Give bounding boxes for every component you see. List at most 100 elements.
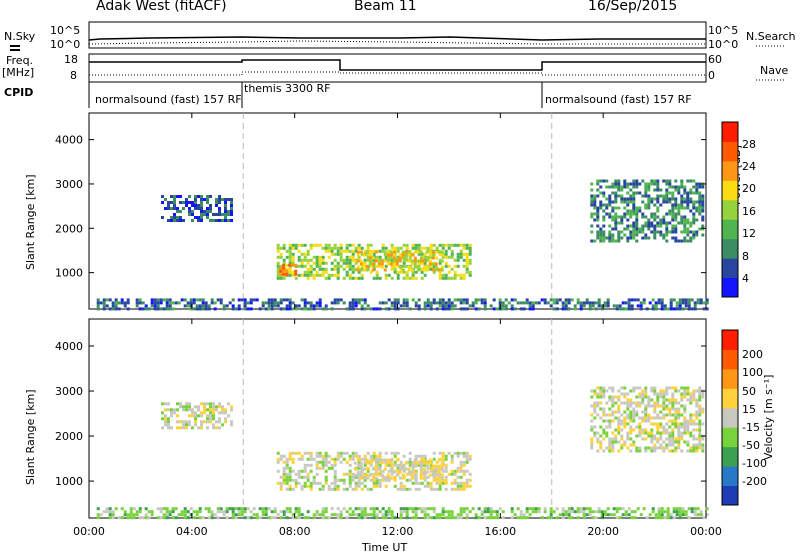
power-echo-cell <box>687 298 691 302</box>
power-echo-cell <box>411 270 415 274</box>
power-echo-cell <box>156 298 160 302</box>
velocity-echo-cell <box>330 487 334 491</box>
velocity-echo-cell <box>165 510 169 514</box>
power-echo-cell <box>623 197 627 201</box>
power-echo-cell <box>429 255 433 259</box>
velocity-echo-cell <box>144 507 148 511</box>
velocity-echo-cell <box>602 386 606 390</box>
velocity-echo-cell <box>668 425 672 429</box>
velocity-echo-cell <box>273 510 277 514</box>
velocity-echo-cell <box>594 510 598 514</box>
power-echo-cell <box>647 200 651 204</box>
power-echo-cell <box>291 246 295 250</box>
velocity-echo-cell <box>651 510 655 514</box>
velocity-echo-cell <box>362 473 366 477</box>
power-echo-cell <box>378 255 382 259</box>
power-echo-cell <box>288 249 292 253</box>
power-echo-cell <box>390 246 394 250</box>
velocity-echo-cell <box>540 516 544 520</box>
velocity-echo-cell <box>378 451 382 455</box>
velocity-echo-cell <box>222 510 226 514</box>
velocity-echo-cell <box>671 434 675 438</box>
power-echo-cell <box>386 256 390 260</box>
velocity-echo-cell <box>267 507 271 511</box>
power-echo-cell <box>680 206 684 210</box>
power-echo-cell <box>450 304 454 308</box>
power-echo-cell <box>378 276 382 280</box>
power-echo-cell <box>339 258 343 262</box>
velocity-echo-cell <box>437 470 441 474</box>
power-echo-cell <box>617 179 621 183</box>
power-echo-cell <box>333 246 337 250</box>
power-echo-cell <box>431 253 435 257</box>
power-echo-cell <box>635 215 639 219</box>
velocity-echo-cell <box>705 513 709 517</box>
velocity-echo-cell <box>564 513 568 517</box>
power-echo-cell <box>639 307 643 311</box>
velocity-echo-cell <box>288 451 292 455</box>
velocity-echo-cell <box>701 437 705 441</box>
velocity-echo-cell <box>179 402 182 406</box>
power-echo-cell <box>309 273 313 277</box>
velocity-echo-cell <box>221 411 224 415</box>
velocity-echo-cell <box>221 408 224 412</box>
power-echo-cell <box>294 276 298 280</box>
power-colorbar-swatch <box>722 277 738 298</box>
velocity-echo-cell <box>437 476 441 480</box>
velocity-echo-cell <box>623 422 627 426</box>
power-echo-cell <box>653 182 657 186</box>
velocity-echo-cell <box>150 513 154 517</box>
velocity-echo-cell <box>297 481 301 485</box>
velocity-echo-cell <box>602 392 606 396</box>
power-echo-cell <box>261 301 265 305</box>
power-y-tick-label: 1000 <box>55 267 83 280</box>
power-echo-cell <box>456 243 460 247</box>
power-echo-cell <box>701 197 705 201</box>
velocity-echo-cell <box>363 457 367 461</box>
power-echo-cell <box>701 218 705 222</box>
velocity-echo-cell <box>429 481 433 485</box>
power-echo-cell <box>617 206 621 210</box>
velocity-echo-cell <box>315 454 319 458</box>
power-echo-cell <box>215 201 218 204</box>
power-echo-cell <box>198 304 202 308</box>
velocity-echo-cell <box>288 507 292 511</box>
velocity-echo-cell <box>686 431 690 435</box>
power-echo-cell <box>596 179 600 183</box>
power-echo-cell <box>390 301 394 305</box>
power-echo-cell <box>671 218 675 222</box>
power-echo-cell <box>114 307 118 311</box>
power-echo-cell <box>662 179 666 183</box>
velocity-echo-cell <box>677 425 681 429</box>
velocity-echo-cell <box>546 516 550 520</box>
velocity-echo-cell <box>653 422 657 426</box>
power-echo-cell <box>698 182 702 186</box>
velocity-echo-cell <box>396 451 400 455</box>
power-echo-cell <box>356 250 360 254</box>
power-echo-cell <box>411 246 415 250</box>
velocity-echo-cell <box>429 484 433 488</box>
velocity-echo-cell <box>641 428 645 432</box>
velocity-echo-cell <box>608 398 612 402</box>
power-echo-cell <box>192 301 196 305</box>
power-echo-cell <box>447 246 451 250</box>
power-echo-cell <box>686 197 690 201</box>
velocity-echo-cell <box>318 487 322 491</box>
velocity-echo-cell <box>447 510 451 514</box>
power-echo-cell <box>632 224 636 228</box>
velocity-echo-cell <box>408 457 412 461</box>
power-echo-cell <box>659 221 663 225</box>
velocity-echo-cell <box>632 419 636 423</box>
power-echo-cell <box>687 304 691 308</box>
velocity-echo-cell <box>689 434 693 438</box>
velocity-echo-cell <box>224 420 227 424</box>
power-echo-cell <box>267 298 271 302</box>
power-echo-cell <box>303 273 307 277</box>
velocity-echo-cell <box>662 425 666 429</box>
velocity-echo-cell <box>321 510 325 514</box>
power-echo-cell <box>444 261 448 265</box>
power-echo-cell <box>428 259 432 263</box>
velocity-echo-cell <box>444 481 448 485</box>
velocity-echo-cell <box>653 404 657 408</box>
velocity-echo-cell <box>582 510 586 514</box>
